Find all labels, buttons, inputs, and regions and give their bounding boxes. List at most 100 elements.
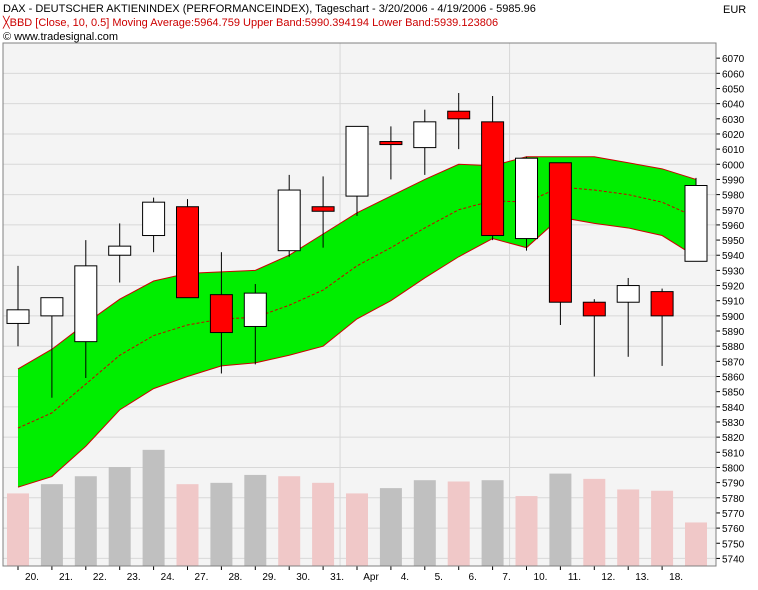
price-tick-label: 5910 [722, 297, 745, 308]
candle [515, 156, 538, 251]
price-tick-label: 5840 [722, 403, 745, 414]
volume-bar [685, 522, 707, 566]
price-tick-label: 6040 [722, 100, 745, 111]
price-tick-label: 5740 [722, 554, 745, 565]
price-tick-label: 5780 [722, 494, 745, 505]
candle [379, 126, 403, 180]
candle-body [684, 184, 708, 262]
volume-bar [278, 476, 301, 566]
date-axis: 20. 21. 22. 23. 24. 27. 28. 29. 30. 31. Apr 4. 5. 6. 7… [17, 566, 683, 583]
date-tick-label: Apr [363, 572, 379, 583]
volume-bar [549, 473, 572, 566]
candle-body [515, 157, 538, 240]
volume-bar [210, 482, 233, 566]
price-tick-label: 6070 [722, 54, 745, 65]
price-tick-label: 5960 [722, 221, 745, 232]
price-tick-label: 5940 [722, 251, 745, 262]
candle-body [40, 297, 64, 317]
date-tick-label: 4. [401, 572, 409, 583]
date-tick-label: 13. [635, 572, 649, 583]
price-tick-label: 5820 [722, 433, 745, 444]
volume-bar [108, 467, 131, 566]
candle [684, 177, 708, 262]
date-tick-label: 24. [161, 572, 175, 583]
candle-body [209, 294, 233, 334]
volume-bar [244, 474, 267, 566]
volume-bar [142, 449, 165, 566]
volume-bar [40, 484, 63, 566]
volume-bar [312, 482, 335, 566]
price-tick-label: 6010 [722, 145, 745, 156]
candle-body [243, 292, 267, 327]
candle [40, 297, 64, 398]
date-tick-label: 5. [435, 572, 443, 583]
candle [277, 174, 301, 257]
lower-band-line [17, 216, 697, 488]
price-tick-label: 5880 [722, 342, 745, 353]
candle [548, 162, 572, 325]
date-tick-label: 28. [228, 572, 242, 583]
candle [209, 252, 233, 374]
price-tick-label: 5990 [722, 175, 745, 186]
price-tick-label: 5830 [722, 418, 745, 429]
candle [108, 223, 132, 283]
price-tick-label: 5810 [722, 448, 745, 459]
volume-bar [74, 476, 97, 566]
candle-body [142, 201, 166, 237]
candle-body [447, 110, 471, 120]
date-tick-label: 7. [502, 572, 510, 583]
date-tick-label: 23. [127, 572, 141, 583]
price-tick-label: 5760 [722, 524, 745, 535]
candle [481, 96, 505, 241]
copyright: © www.tradesignal.com [3, 31, 119, 43]
price-tick-label: 5980 [722, 191, 745, 202]
date-tick-label: 12. [601, 572, 615, 583]
candle-body [616, 285, 640, 303]
volume-bar [617, 489, 640, 566]
date-tick-label: 27. [195, 572, 209, 583]
volume-bar [346, 493, 368, 566]
volume-bar [515, 496, 538, 566]
candle-body [108, 245, 132, 256]
date-tick-label: 30. [296, 572, 310, 583]
date-tick-label: 20. [25, 572, 39, 583]
volume-bar [7, 493, 29, 566]
candle-body [345, 125, 369, 197]
date-tick-label: 31. [330, 572, 344, 583]
candle-body [176, 206, 199, 299]
indicator-legend-text: BBD [Close, 10, 0.5] Moving Average:5964… [9, 17, 499, 29]
volume-bar [481, 480, 504, 566]
indicator-legend: ╳BBD [Close, 10, 0.5] Moving Average:596… [3, 17, 498, 30]
candle [142, 197, 166, 253]
price-tick-label: 5950 [722, 236, 745, 247]
price-tick-label: 5900 [722, 312, 745, 323]
price-tick-label: 5800 [722, 463, 745, 474]
price-tick-label: 5860 [722, 373, 745, 384]
date-tick-label: 29. [262, 572, 276, 583]
price-tick-label: 5970 [722, 206, 745, 217]
price-tick-label: 6030 [722, 115, 745, 126]
price-tick-label: 5770 [722, 509, 745, 520]
candle [447, 93, 471, 150]
candle-body [311, 206, 335, 212]
volume-bar [583, 478, 606, 566]
bollinger-band-icon: ╳ [3, 17, 10, 29]
candle-body [379, 141, 403, 146]
price-tick-label: 6020 [722, 130, 745, 141]
volume-bar [413, 480, 436, 566]
date-tick-label: 22. [93, 572, 107, 583]
price-axis: 5740 5750 5760 5770 5780 5790 5800 5810 5820 5830… [716, 54, 745, 565]
candle [6, 265, 30, 347]
volume-bar [651, 490, 674, 566]
price-tick-label: 5870 [722, 357, 745, 368]
candle-body [413, 121, 437, 149]
candle [176, 199, 199, 299]
candle [345, 125, 369, 216]
candle-body [548, 162, 572, 303]
volume-bar [447, 481, 470, 566]
date-tick-label: 21. [59, 572, 73, 583]
candle-body [481, 121, 505, 237]
price-tick-label: 5790 [722, 479, 745, 490]
candle [74, 240, 98, 379]
